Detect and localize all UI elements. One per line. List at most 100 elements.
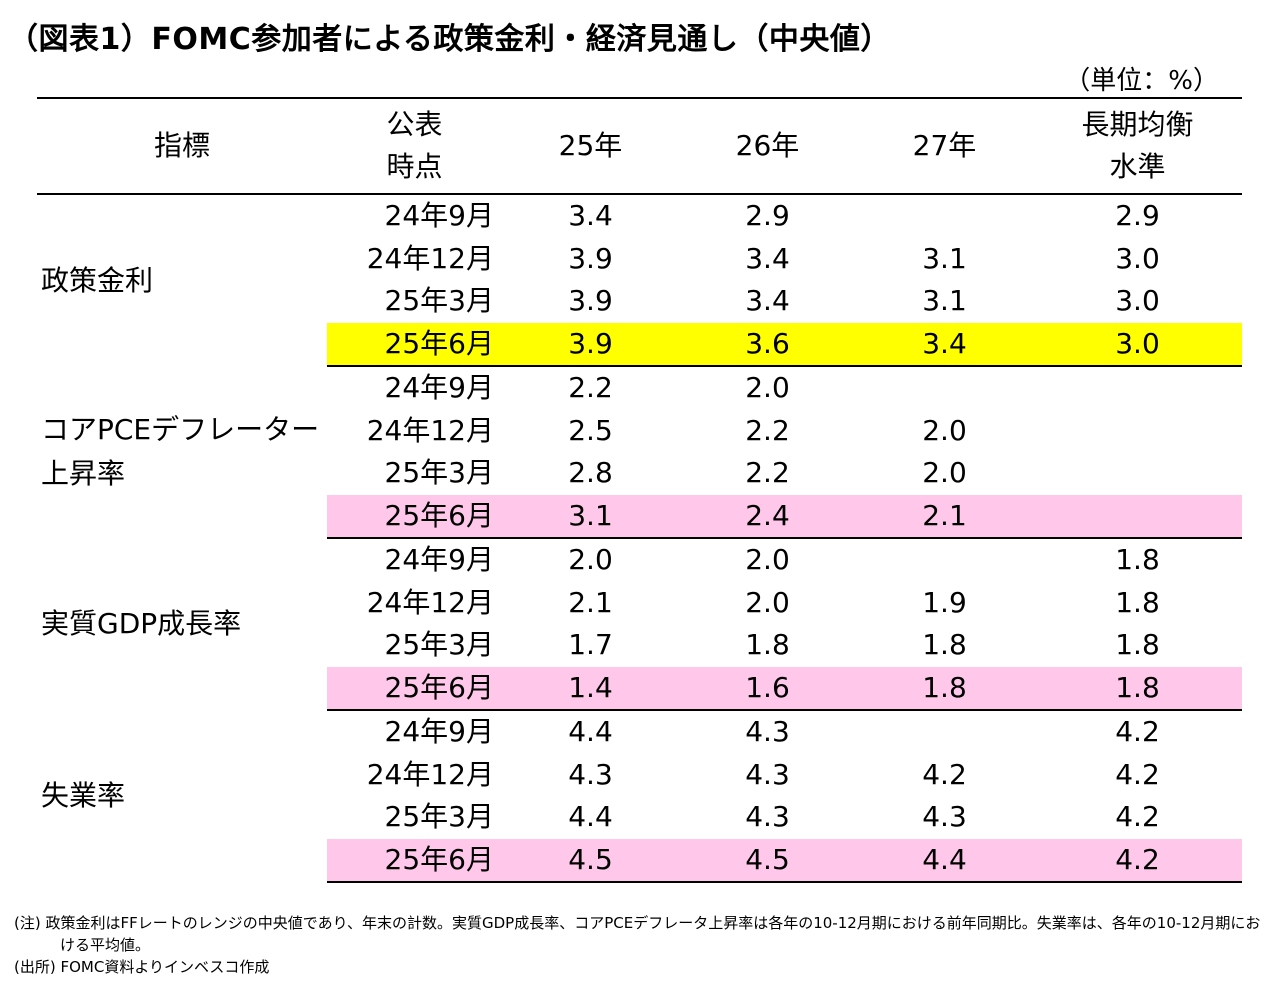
forecast-table: 指標 公表 時点 25年 26年 27年 長期均衡 水準 政策金利 24年9月 3.… <box>37 97 1242 883</box>
indicator-name: 実質GDP成長率 <box>41 607 242 640</box>
table-row: 実質GDP成長率 24年9月 2.0 2.0 1.8 <box>37 538 1242 640</box>
cell-y26: 2.4 <box>679 494 856 539</box>
cell-y25: 2.1 <box>568 585 613 619</box>
cell-y25: 3.9 <box>568 284 613 318</box>
cell-long-run <box>1033 452 1242 495</box>
header-date: 公表 時点 <box>327 97 502 195</box>
cell-long-run: 4.2 <box>1115 757 1160 791</box>
cell-y26: 2.9 <box>745 199 790 233</box>
cell-y27 <box>856 194 1033 238</box>
cell-y27 <box>856 710 1033 754</box>
cell-y25: 2.2 <box>568 371 613 405</box>
cell-y26: 3.6 <box>679 322 856 367</box>
cell-date: 24年12月 <box>366 585 494 619</box>
cell-date: 25年3月 <box>384 284 494 318</box>
cell-y27: 1.9 <box>922 585 967 619</box>
cell-date: 24年9月 <box>384 371 494 405</box>
header-y25: 25年 <box>502 97 679 195</box>
indicator-name: 政策金利 <box>41 263 154 297</box>
cell-y26: 4.3 <box>745 757 790 791</box>
table-row: 24年12月 3.9 3.4 3.1 3.0 <box>37 238 1242 281</box>
cell-long-run: 4.2 <box>1115 800 1160 834</box>
header-long-run: 長期均衡 水準 <box>1033 97 1242 195</box>
cell-y26: 2.2 <box>745 456 790 490</box>
cell-y25: 2.5 <box>568 413 613 447</box>
cell-y27 <box>856 366 1033 410</box>
cell-long-run: 4.2 <box>1115 715 1160 749</box>
header-y26: 26年 <box>679 97 856 195</box>
cell-y27: 4.4 <box>856 838 1033 883</box>
cell-y27: 4.3 <box>922 800 967 834</box>
header-y27: 27年 <box>856 97 1033 195</box>
table-row: 25年3月 3.9 3.4 3.1 3.0 <box>37 280 1242 323</box>
cell-y26: 2.2 <box>745 413 790 447</box>
page-title: （図表1）FOMC参加者による政策金利・経済見通し（中央値） <box>8 22 891 57</box>
cell-date: 25年6月 <box>327 322 502 367</box>
footnotes: (注) 政策金利はFFレートのレンジの中央値であり、年末の計数。実質GDP成長率… <box>14 912 1264 978</box>
cell-date: 25年6月 <box>327 838 502 883</box>
cell-y27: 4.2 <box>922 757 967 791</box>
cell-date: 24年9月 <box>384 715 494 749</box>
cell-y27: 2.1 <box>856 494 1033 539</box>
cell-date: 24年9月 <box>384 199 494 233</box>
cell-date: 24年12月 <box>366 413 494 447</box>
cell-y25: 1.4 <box>502 666 679 711</box>
cell-y27 <box>856 538 1033 582</box>
indicator-name: コアPCEデフレーター上昇率 <box>41 413 320 490</box>
cell-date: 25年6月 <box>327 494 502 539</box>
table-row-highlighted: 25年6月 3.1 2.4 2.1 <box>37 494 1242 539</box>
cell-y25: 3.4 <box>568 199 613 233</box>
cell-date: 25年3月 <box>384 456 494 490</box>
table-row-highlighted: 25年6月 1.4 1.6 1.8 1.8 <box>37 666 1242 711</box>
cell-y25: 3.9 <box>502 322 679 367</box>
cell-y26: 2.0 <box>745 585 790 619</box>
table-row: コアPCEデフレーター上昇率 24年9月 2.2 2.0 <box>37 366 1242 490</box>
cell-long-run: 3.0 <box>1115 241 1160 275</box>
cell-y26: 3.4 <box>745 284 790 318</box>
indicator-name: 失業率 <box>41 779 126 812</box>
table-row: 24年12月 4.3 4.3 4.2 4.2 <box>37 754 1242 797</box>
group-policy-rate: 政策金利 24年9月 3.4 2.9 2.9 24年12月 3.9 3.4 3.… <box>37 194 1242 367</box>
cell-y25: 4.4 <box>568 800 613 834</box>
cell-y25: 1.7 <box>568 628 613 662</box>
cell-date: 25年3月 <box>384 628 494 662</box>
cell-y25: 3.1 <box>502 494 679 539</box>
table-header-row: 指標 公表 時点 25年 26年 27年 長期均衡 水準 <box>37 97 1242 195</box>
cell-y27: 3.4 <box>856 322 1033 367</box>
table-row: 24年12月 2.5 2.2 2.0 <box>37 410 1242 453</box>
cell-long-run: 1.8 <box>1115 543 1160 577</box>
cell-long-run <box>1033 494 1242 539</box>
cell-y26: 3.4 <box>745 241 790 275</box>
cell-date: 25年3月 <box>384 800 494 834</box>
cell-date: 24年12月 <box>366 241 494 275</box>
cell-y25: 4.3 <box>568 757 613 791</box>
table-row-highlighted: 25年6月 4.5 4.5 4.4 4.2 <box>37 838 1242 883</box>
cell-y27: 1.8 <box>856 666 1033 711</box>
cell-y26: 4.3 <box>745 715 790 749</box>
cell-y25: 4.5 <box>502 838 679 883</box>
cell-y26: 2.0 <box>745 371 790 405</box>
cell-long-run: 3.0 <box>1033 322 1242 367</box>
cell-long-run: 2.9 <box>1115 199 1160 233</box>
cell-y26: 1.6 <box>679 666 856 711</box>
note-text: (注) 政策金利はFFレートのレンジの中央値であり、年末の計数。実質GDP成長率… <box>14 914 1261 954</box>
cell-long-run: 3.0 <box>1115 284 1160 318</box>
cell-y27: 1.8 <box>922 628 967 662</box>
group-unemployment: 失業率 24年9月 4.4 4.3 4.2 24年12月 4.3 4.3 4.2… <box>37 710 1242 883</box>
source-text: (出所) FOMC資料よりインベスコ作成 <box>14 958 270 976</box>
cell-y25: 2.0 <box>568 543 613 577</box>
cell-long-run: 1.8 <box>1115 585 1160 619</box>
table-row: 政策金利 24年9月 3.4 2.9 2.9 <box>37 194 1242 296</box>
cell-date: 25年6月 <box>327 666 502 711</box>
cell-y27: 3.1 <box>922 284 967 318</box>
cell-y25: 3.9 <box>568 241 613 275</box>
cell-long-run <box>1033 366 1242 410</box>
cell-y27: 3.1 <box>922 241 967 275</box>
cell-y26: 2.0 <box>745 543 790 577</box>
cell-y26: 4.5 <box>679 838 856 883</box>
cell-long-run <box>1033 410 1242 453</box>
cell-long-run: 4.2 <box>1033 838 1242 883</box>
cell-y27: 2.0 <box>922 456 967 490</box>
cell-long-run: 1.8 <box>1115 628 1160 662</box>
cell-y26: 1.8 <box>745 628 790 662</box>
